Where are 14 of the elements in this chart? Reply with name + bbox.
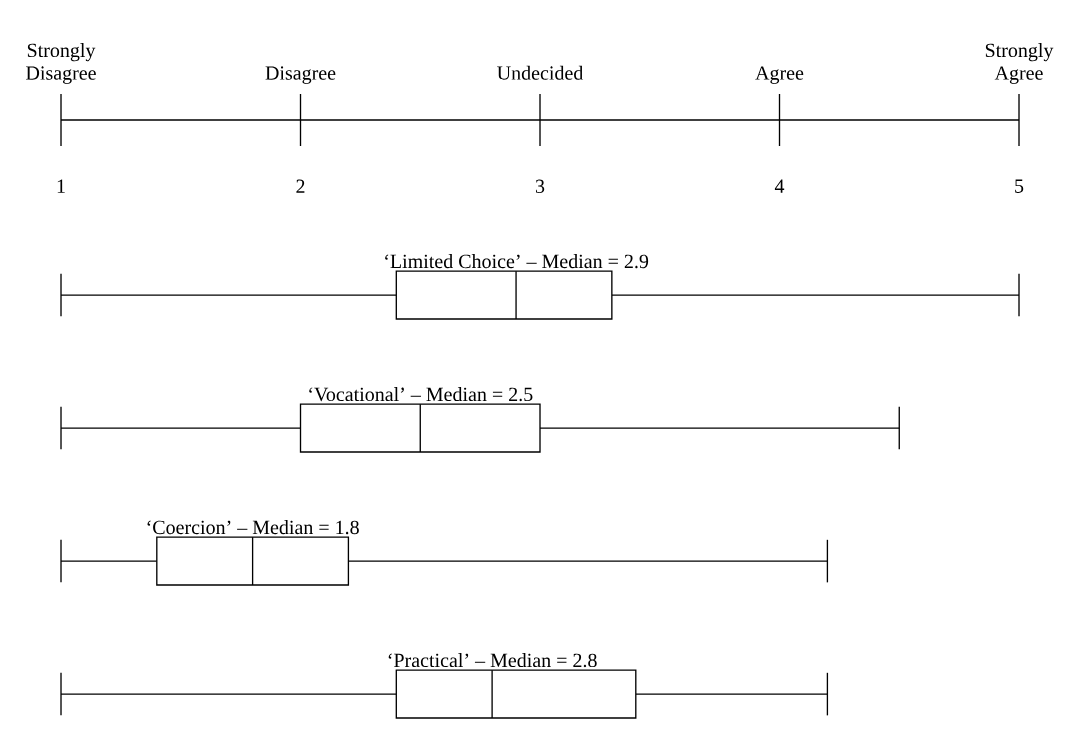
y-tick-label: ‘Vocational’ – Median = 2.5 bbox=[309, 387, 533, 402]
text: Agree bbox=[755, 66, 804, 84]
x-tick-label: 5 bbox=[1015, 179, 1024, 193]
y-tick-label: ‘Coercion’ – Median = 1.8 bbox=[147, 520, 359, 535]
x-tick-label: 3 bbox=[535, 179, 545, 194]
x-tick-label: 1 bbox=[57, 179, 65, 193]
text: Disagree bbox=[265, 66, 336, 84]
text: Undecided bbox=[497, 65, 584, 80]
y-tick-label: ‘Practical’ – Median = 2.8 bbox=[388, 653, 597, 668]
text: Strongly Disagree bbox=[26, 43, 96, 84]
text: Strongly Agree bbox=[985, 43, 1054, 84]
x-tick-label: 4 bbox=[774, 179, 785, 193]
y-tick-label: ‘Limited Choice’ – Median = 2.9 bbox=[385, 254, 649, 269]
x-tick-label: 2 bbox=[296, 179, 305, 193]
